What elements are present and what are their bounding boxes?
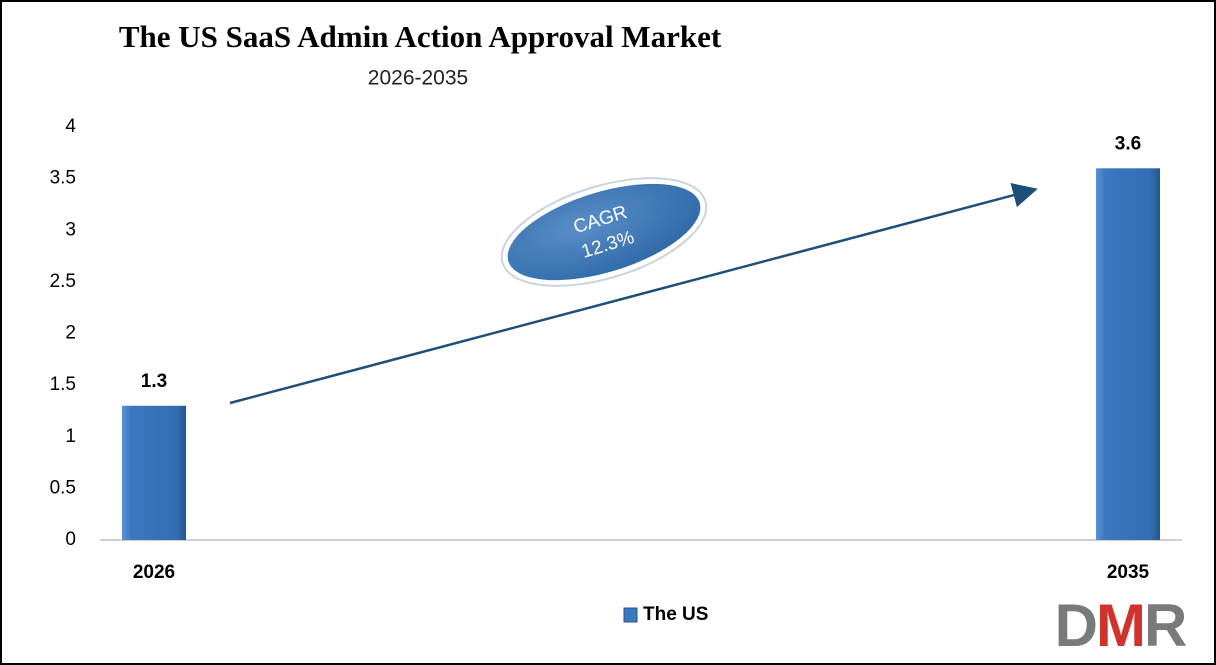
y-tick-label: 0.5 xyxy=(50,477,76,498)
x-tick-label: 2035 xyxy=(1107,562,1150,583)
value-label: 1.3 xyxy=(141,371,167,392)
x-tick-label: 2026 xyxy=(133,562,175,583)
y-tick-label: 1 xyxy=(65,426,76,447)
y-tick-label: 2.5 xyxy=(50,271,76,292)
bar xyxy=(1096,168,1160,541)
y-tick-label: 1.5 xyxy=(50,374,76,395)
y-tick-label: 2 xyxy=(65,323,76,344)
cagr-badge: CAGR 12.3% xyxy=(500,177,708,287)
value-label: 3.6 xyxy=(1115,133,1141,154)
legend-label: The US xyxy=(643,604,708,625)
legend-swatch xyxy=(623,607,638,623)
logo: DMR xyxy=(1055,592,1187,659)
y-tick-label: 4 xyxy=(65,116,76,137)
bar xyxy=(122,405,186,540)
trend-arrow xyxy=(229,183,1038,405)
y-tick-label: 0 xyxy=(65,529,76,550)
badge-fill xyxy=(507,183,701,281)
y-tick-label: 3.5 xyxy=(50,168,76,189)
chart-subtitle: 2026-2035 xyxy=(368,67,468,90)
chart-title: The US SaaS Admin Action Approval Market xyxy=(119,19,722,54)
y-tick-label: 3 xyxy=(65,219,76,240)
